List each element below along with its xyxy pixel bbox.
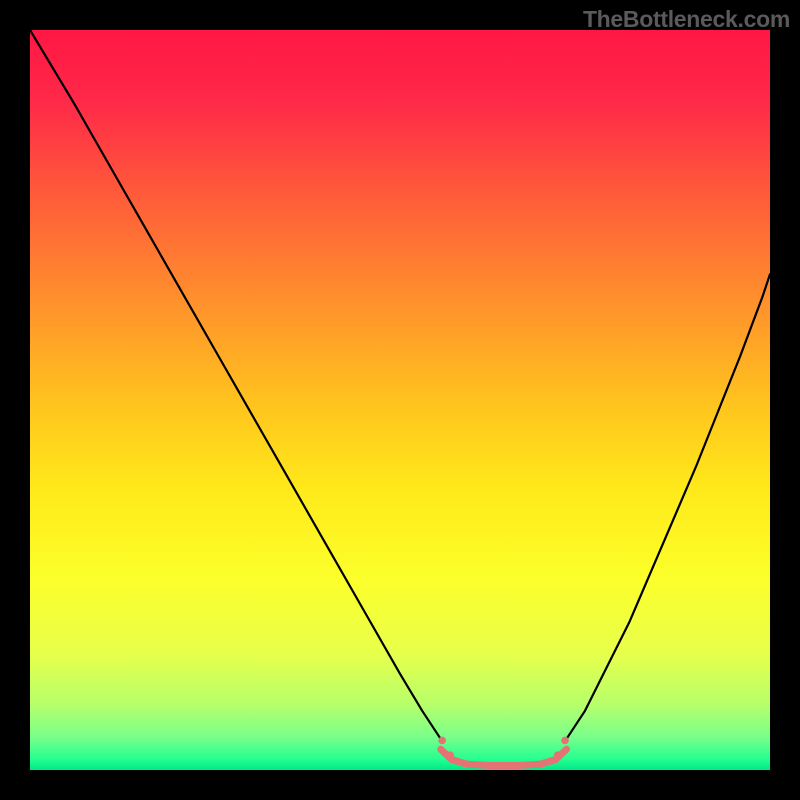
- chart-svg: [0, 0, 800, 800]
- watermark-text: TheBottleneck.com: [583, 6, 790, 33]
- bottleneck-chart: TheBottleneck.com: [0, 0, 800, 800]
